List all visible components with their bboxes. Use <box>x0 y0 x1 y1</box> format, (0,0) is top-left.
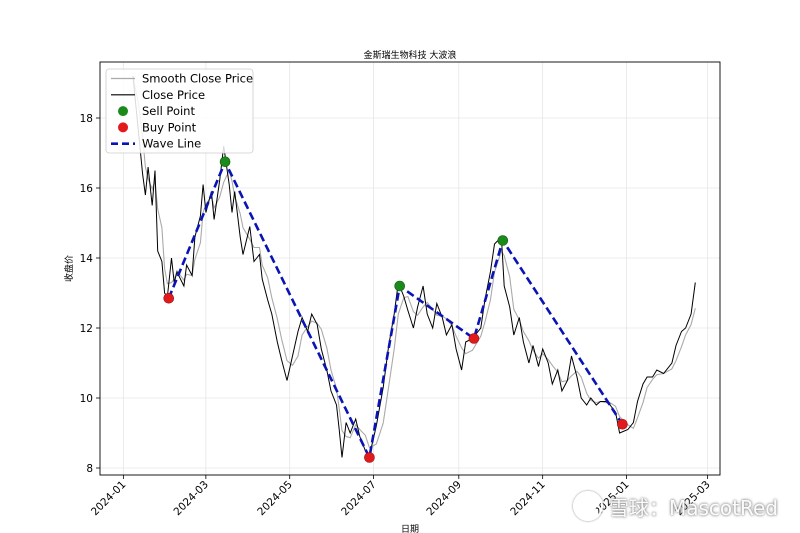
legend-label: Wave Line <box>142 137 201 151</box>
y-tick-label: 16 <box>80 183 94 195</box>
y-axis-label: 收盘价 <box>63 255 75 282</box>
y-tick-label: 14 <box>80 253 94 265</box>
y-tick-label: 12 <box>80 323 93 335</box>
legend: Smooth Close Price Close Price Sell Point B… <box>105 68 254 154</box>
watermark: 雪球：MascotRed <box>572 491 778 521</box>
plot-frame <box>99 61 721 476</box>
legend-label: Buy Point <box>142 120 197 134</box>
plot-series <box>132 75 696 463</box>
legend-box <box>105 68 254 154</box>
legend-label: Smooth Close Price <box>142 72 253 86</box>
x-axis-label: 日期 <box>401 524 419 533</box>
legend-label: Close Price <box>142 88 205 102</box>
y-tick-label: 8 <box>86 463 93 475</box>
sell-point-marker <box>497 235 509 246</box>
chart-title: 金斯瑞生物科技 大波浪 <box>364 49 457 61</box>
buy-point-marker <box>617 418 628 430</box>
sell-point-marker <box>394 280 405 292</box>
legend-marker-swatch <box>118 106 128 117</box>
legend-marker-swatch <box>118 122 128 133</box>
snowball-logo-icon <box>572 491 603 521</box>
buy-point-marker <box>364 452 375 463</box>
y-tick-label: 10 <box>80 393 93 405</box>
legend-label: Sell Point <box>142 104 195 118</box>
watermark-text: 雪球：MascotRed <box>608 495 778 520</box>
buy-point-marker <box>163 292 175 304</box>
y-tick-label: 18 <box>80 113 93 125</box>
sell-point-marker <box>219 156 231 168</box>
buy-point-marker <box>468 333 480 344</box>
